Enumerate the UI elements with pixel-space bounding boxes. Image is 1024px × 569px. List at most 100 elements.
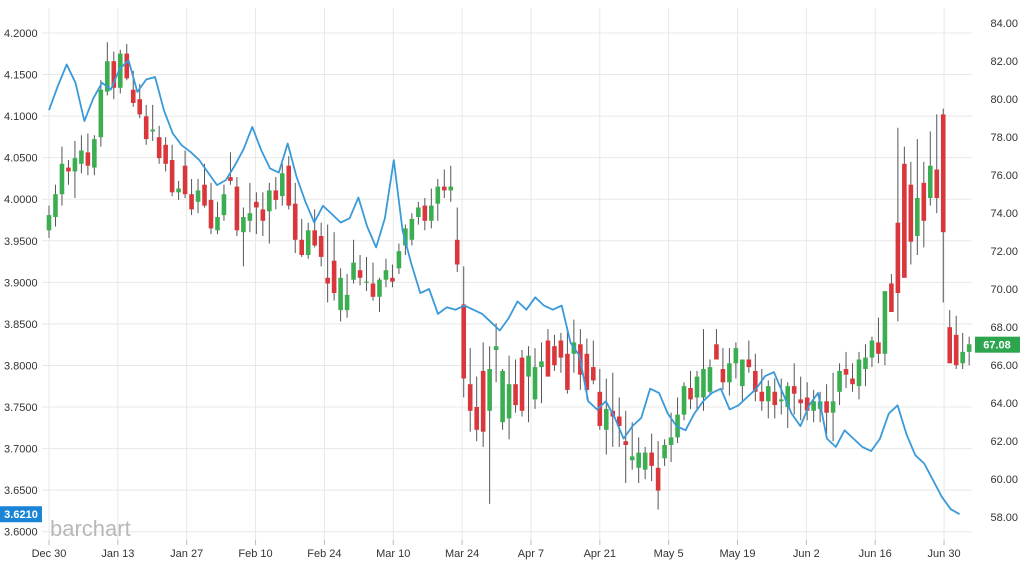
left-tick-label: 3.7000 (4, 444, 38, 456)
candle-down (130, 89, 136, 103)
candle-down (273, 190, 279, 200)
candle-down (791, 386, 797, 394)
candle-up (46, 215, 52, 231)
left-tick-label: 3.6000 (4, 527, 38, 539)
candle-down (441, 186, 447, 191)
left-tick-label: 4.0000 (4, 194, 38, 206)
candle-down (921, 182, 927, 221)
candle-up (416, 207, 421, 217)
candle-up (642, 452, 648, 470)
candle-down (202, 184, 207, 206)
candle-up (727, 363, 732, 383)
candle-down (772, 391, 778, 406)
candle-up (247, 213, 253, 221)
candle-down (124, 53, 130, 79)
candle-down (714, 344, 719, 360)
candle-up (869, 340, 875, 358)
left-tick-label: 4.2000 (4, 28, 38, 40)
candle-up (863, 357, 868, 369)
right-tick-label: 78.00 (990, 132, 1018, 144)
candle-up (377, 279, 382, 297)
candle-up (668, 437, 674, 445)
candle-up (105, 61, 110, 92)
candle-up (837, 370, 842, 392)
candle-up (960, 351, 965, 364)
candlestick-series (46, 42, 972, 510)
candle-up (176, 188, 181, 193)
candle-up (448, 186, 454, 191)
candle-up (506, 384, 512, 419)
candle-up (733, 348, 739, 364)
candle-down (357, 270, 363, 278)
candle-up (403, 228, 408, 246)
x-tick-label: Feb 24 (307, 548, 341, 560)
right-tick-label: 70.00 (990, 284, 1018, 296)
candle-up (267, 190, 272, 212)
candle-down (85, 152, 91, 166)
candle-down (66, 167, 71, 172)
candle-down (331, 260, 337, 293)
right-tick-label: 62.00 (990, 436, 1018, 448)
candle-up (429, 205, 434, 221)
candle-down (260, 209, 266, 221)
candle-down (649, 452, 654, 466)
candle-down (143, 116, 149, 140)
candle-down (370, 283, 376, 297)
candle-up (636, 452, 641, 468)
candle-down (552, 346, 557, 366)
candle-up (662, 445, 667, 459)
candle-up (241, 217, 246, 233)
candle-down (461, 304, 467, 379)
left-tick-label: 3.8000 (4, 360, 38, 372)
candle-down (804, 397, 810, 411)
right-tick-label: 60.00 (990, 474, 1018, 486)
candle-down (616, 416, 622, 426)
candle-up (966, 344, 972, 352)
candle-down (940, 114, 946, 233)
candle-up (98, 89, 104, 138)
left-tick-label: 3.8500 (4, 319, 38, 331)
candle-up (409, 218, 415, 240)
candle-down (584, 353, 590, 390)
candle-up (927, 165, 933, 198)
left-last-value-badge (0, 506, 42, 523)
price-line (48, 59, 960, 515)
candle-down (876, 342, 881, 354)
candle-up (72, 158, 78, 172)
candle-up (150, 129, 155, 132)
candle-down (156, 137, 162, 159)
barchart-watermark: barchart (50, 516, 131, 541)
candle-down (254, 201, 259, 208)
candle-down (189, 194, 194, 210)
candle-down (454, 239, 460, 265)
candle-up (526, 355, 531, 377)
candle-down (169, 160, 175, 193)
x-tick-label: Jan 27 (170, 548, 203, 560)
right-tick-label: 84.00 (990, 18, 1018, 30)
candle-down (558, 340, 564, 358)
last-value-badges: 3.6210 67.08 (0, 336, 1020, 523)
candle-up (364, 281, 369, 283)
candle-up (681, 386, 687, 415)
left-tick-label: 3.6500 (4, 485, 38, 497)
x-axis-ticks: Dec 30 Jan 13 Jan 27 Feb 10 Feb 24 Mar 10 Mar … (32, 540, 961, 560)
candle-up (305, 230, 311, 255)
candle-up (830, 401, 836, 413)
candle-down (422, 205, 428, 221)
candle-up (778, 399, 784, 402)
candle-down (467, 384, 473, 411)
x-tick-label: Jun 30 (928, 548, 961, 560)
candle-up (740, 359, 745, 387)
candle-down (902, 163, 907, 278)
right-last-value-label: 67.08 (983, 340, 1011, 352)
right-tick-label: 82.00 (990, 56, 1018, 68)
right-tick-label: 80.00 (990, 94, 1018, 106)
candle-up (53, 194, 58, 217)
candle-down (390, 277, 395, 282)
candle-up (493, 346, 499, 350)
candle-down (137, 99, 143, 115)
candle-up (59, 163, 65, 195)
candle-up (603, 408, 609, 430)
candle-up (707, 367, 713, 392)
